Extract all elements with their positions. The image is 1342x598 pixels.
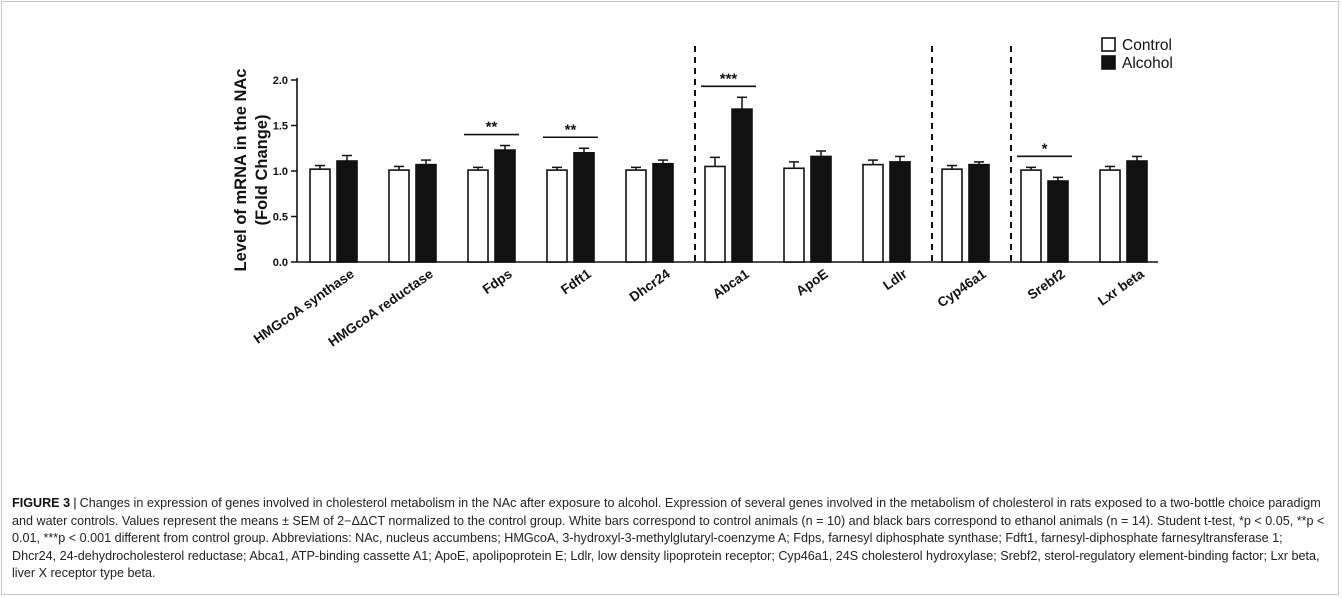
y-axis-label-line: (Fold Change) (253, 115, 271, 226)
legend-label-alcohol: Alcohol (1122, 55, 1173, 72)
bar-alcohol (968, 163, 990, 263)
legend-label-control: Control (1122, 37, 1172, 54)
bar-control (546, 169, 568, 263)
bar-control (704, 165, 726, 263)
y-tick-label: 1.0 (273, 166, 288, 178)
significance-label: * (1042, 140, 1048, 157)
bar-alcohol (889, 161, 911, 263)
bar-alcohol (1126, 160, 1148, 263)
bar-alcohol (652, 162, 674, 263)
significance-label: *** (720, 70, 738, 87)
bar-control (625, 169, 647, 263)
legend-swatch-alcohol (1101, 55, 1116, 70)
bar-control (1020, 169, 1042, 263)
x-tick-label: Lxr beta (1095, 266, 1147, 309)
y-tick-label: 1.5 (273, 121, 288, 133)
bar-control (862, 163, 884, 263)
x-tick-label: Fdps (480, 266, 515, 297)
bar-alcohol (494, 149, 516, 263)
legend-swatch-control (1101, 37, 1116, 52)
x-tick-label: Dhcr24 (627, 266, 674, 305)
bar-alcohol (336, 160, 358, 263)
bar-alcohol (731, 108, 753, 263)
y-tick-label: 0.5 (273, 212, 288, 224)
y-tick-label: 2.0 (273, 75, 288, 87)
bar-control (783, 167, 805, 263)
x-tick-label: Fdft1 (558, 266, 594, 297)
x-tick-label: Srebf2 (1025, 266, 1068, 302)
bar-control (309, 168, 331, 263)
bar-control (1099, 169, 1121, 263)
significance-label: ** (486, 119, 498, 136)
bar-control (388, 169, 410, 263)
x-tick-label: Ldlr (880, 266, 910, 293)
significance-label: ** (565, 121, 577, 138)
caption-text: Changes in expression of genes involved … (12, 496, 1325, 581)
x-tick-label: Abca1 (710, 266, 752, 302)
y-tick-label: 0.0 (273, 257, 288, 269)
bar-control (941, 168, 963, 263)
x-tick-label: Cyp46a1 (935, 266, 989, 310)
y-axis-label-line: Level of mRNA in the NAc (232, 69, 250, 272)
bar-control (467, 169, 489, 263)
figure-caption: FIGURE 3 | Changes in expression of genes … (12, 495, 1330, 583)
x-tick-label: ApoE (793, 266, 830, 299)
bar-alcohol (415, 163, 437, 263)
bar-alcohol (1047, 180, 1069, 263)
figure-label: FIGURE 3 (12, 496, 71, 510)
bar-alcohol (810, 155, 832, 263)
figure-separator: | (73, 496, 77, 510)
y-axis-label: Level of mRNA in the NAc (Fold Change) (232, 69, 271, 272)
bar-alcohol (573, 152, 595, 263)
